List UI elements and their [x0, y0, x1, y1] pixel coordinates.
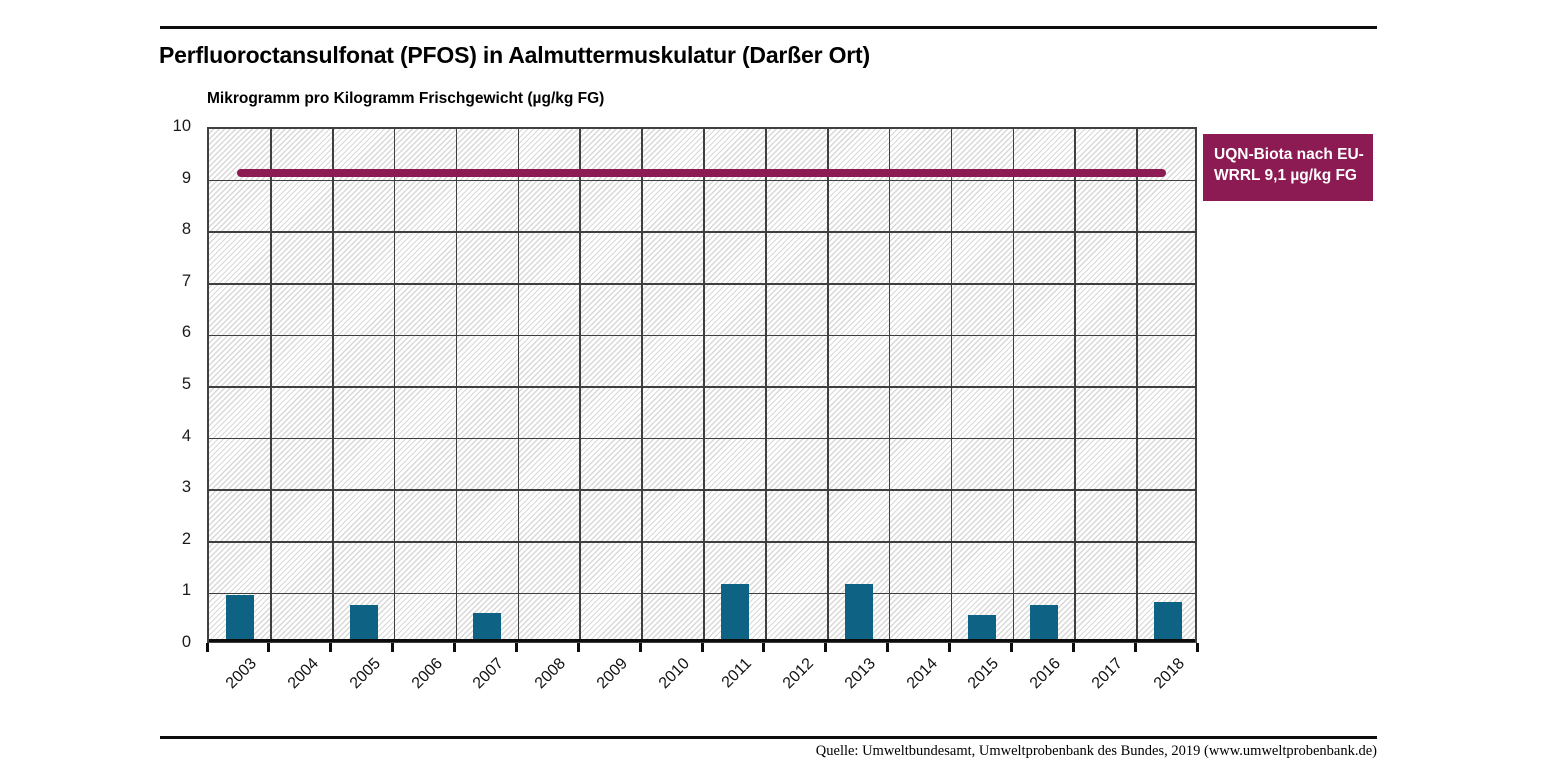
x-tick-label: 2003	[222, 655, 260, 693]
plot-area	[207, 127, 1197, 643]
gridline-vertical	[641, 129, 643, 641]
gridline-vertical	[331, 129, 334, 641]
gridline-vertical	[1136, 129, 1138, 641]
bottom-divider	[160, 736, 1377, 739]
gridline-vertical	[950, 129, 953, 641]
x-tick-label: 2009	[594, 655, 632, 693]
x-axis-tick	[948, 643, 951, 652]
x-axis-tick	[1133, 643, 1137, 652]
bar-2013	[844, 584, 873, 641]
x-axis-tick	[1195, 643, 1199, 652]
reference-line-legend: UQN-Biota nach EU-WRRL 9,1 µg/kg FG	[1203, 134, 1373, 201]
y-tick-label: 6	[181, 323, 191, 342]
x-axis-tick	[329, 643, 333, 652]
x-tick-label: 2004	[284, 655, 322, 693]
bar-2011	[720, 584, 749, 641]
x-tick-label: 2017	[1089, 655, 1127, 693]
x-tick-label: 2016	[1027, 655, 1065, 693]
x-axis-tick	[1009, 643, 1013, 652]
x-axis-tick	[886, 643, 890, 652]
gridline-vertical	[888, 129, 891, 641]
gridline-vertical	[579, 129, 582, 641]
top-divider	[160, 26, 1377, 29]
gridline-vertical	[765, 129, 767, 641]
gridline-vertical	[1074, 129, 1077, 641]
x-tick-label: 2012	[779, 655, 817, 693]
x-tick-label: 2018	[1150, 655, 1189, 693]
gridline-vertical	[517, 129, 520, 641]
gridline-vertical	[1012, 129, 1015, 641]
y-axis-unit-label: Mikrogramm pro Kilogramm Frischgewicht (…	[207, 90, 605, 107]
y-tick-label: 7	[181, 271, 191, 290]
y-tick-label: 0	[181, 633, 191, 651]
gridline-vertical	[393, 129, 396, 641]
gridline-horizontal	[209, 334, 1195, 337]
gridline-vertical	[703, 129, 705, 641]
bar-2003	[225, 594, 254, 641]
x-axis-tick	[700, 643, 704, 652]
y-tick-label: 1	[181, 581, 191, 600]
bar-2018	[1154, 602, 1183, 641]
y-tick-label: 2	[181, 529, 191, 548]
gridline-horizontal	[209, 386, 1195, 388]
x-tick-label: 2010	[655, 655, 694, 693]
x-axis-tick	[391, 643, 395, 652]
x-axis-tick	[576, 643, 580, 652]
source-attribution: Quelle: Umweltbundesamt, Umweltprobenban…	[815, 743, 1377, 759]
x-tick-label: 2013	[841, 655, 879, 693]
x-tick-label: 2008	[532, 655, 570, 693]
bar-2007	[473, 612, 502, 641]
x-tick-label: 2006	[408, 655, 446, 693]
gridline-horizontal	[209, 437, 1195, 440]
gridline-horizontal	[209, 541, 1195, 543]
x-axis-tick	[638, 643, 642, 652]
gridline-horizontal	[209, 179, 1195, 182]
gridline-vertical	[826, 129, 829, 641]
y-tick-label: 3	[181, 478, 191, 497]
x-tick-label: 2015	[965, 655, 1003, 693]
x-axis-tick	[205, 643, 209, 652]
gridline-vertical	[455, 129, 458, 641]
x-axis-tick	[824, 643, 828, 652]
bar-2005	[349, 604, 378, 641]
x-tick-label: 2007	[470, 655, 508, 693]
gridline-horizontal	[209, 592, 1195, 595]
gridline-horizontal	[209, 231, 1195, 233]
bar-2015	[968, 615, 997, 641]
gridline-horizontal	[209, 489, 1195, 491]
uqn-reference-line	[237, 169, 1166, 178]
x-axis-tick	[762, 643, 766, 652]
y-tick-label: 8	[181, 220, 191, 239]
y-tick-label: 5	[181, 375, 191, 393]
bar-2016	[1030, 604, 1059, 641]
x-axis-tick	[267, 643, 271, 652]
y-tick-label: 10	[172, 117, 191, 135]
x-tick-label: 2005	[346, 655, 384, 693]
x-tick-label: 2014	[903, 655, 941, 693]
x-axis-line	[209, 639, 1195, 642]
y-tick-label: 4	[181, 426, 191, 445]
x-axis-tick	[514, 643, 518, 652]
y-tick-label: 9	[181, 168, 191, 187]
x-tick-label: 2011	[718, 655, 755, 692]
x-axis-tick	[453, 643, 456, 652]
gridline-vertical	[270, 129, 272, 641]
gridline-horizontal	[209, 283, 1195, 285]
chart-title: Perfluoroctansulfonat (PFOS) in Aalmutte…	[159, 42, 870, 68]
x-axis-tick	[1071, 643, 1075, 652]
